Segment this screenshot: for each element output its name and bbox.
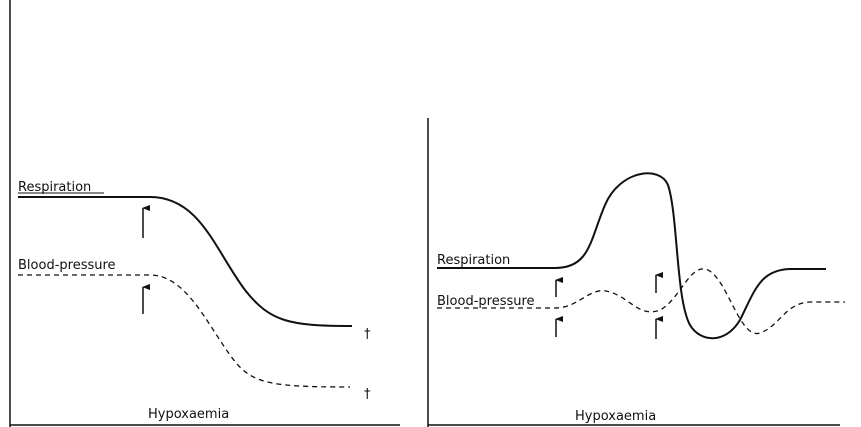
right-panel: Respiration Blood-pressure Hypoxaemia xyxy=(427,118,845,427)
left-panel: Respiration † Blood-pressure † Hypoxaemi… xyxy=(9,0,400,427)
blood-pressure-curve xyxy=(18,274,351,388)
end-mark: † xyxy=(364,327,371,342)
x-label: Hypoxaemia xyxy=(148,407,229,422)
curve-label: Blood-pressure xyxy=(437,294,535,309)
curve-label: Blood-pressure xyxy=(18,258,116,273)
blood-pressure-curve xyxy=(437,268,845,334)
curve-label: Respiration xyxy=(437,253,510,268)
respiration-curve xyxy=(437,172,826,340)
x-label: Hypoxaemia xyxy=(575,409,656,424)
curve-label: Respiration xyxy=(18,180,91,195)
respiration-curve xyxy=(18,196,353,327)
end-mark: † xyxy=(364,387,371,402)
